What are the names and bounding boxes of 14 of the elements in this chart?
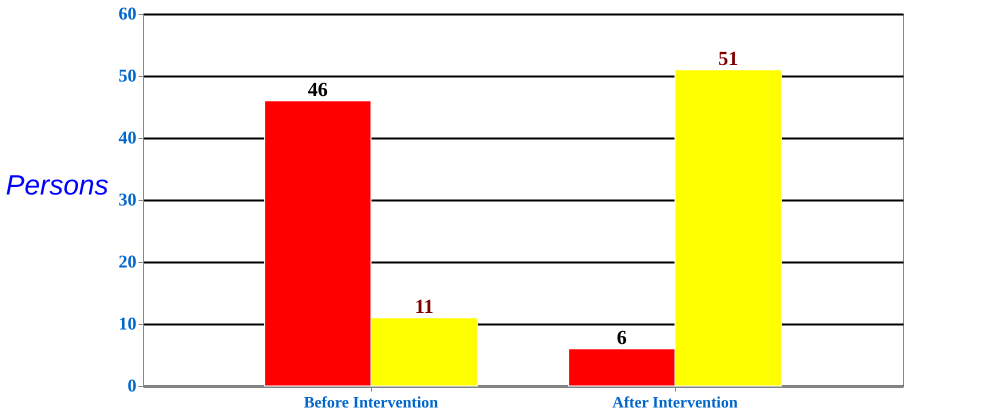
y-axis-title: Persons [6,170,108,200]
y-tick-label: 0 [128,376,136,396]
y-tick-label: 20 [118,252,136,272]
y-tick-label: 30 [118,190,136,210]
y-tick-label: 50 [118,66,136,86]
data-label: 51 [718,48,738,70]
x-tick-label: Before Intervention [304,394,438,412]
data-label: 6 [616,326,627,349]
y-tick-label: 40 [118,128,136,148]
y-tick-label: 10 [118,314,136,334]
x-tick-label: After Intervention [612,394,738,412]
y-tick-label: 60 [118,4,136,24]
data-label: 11 [414,296,434,318]
data-label: 46 [308,78,328,101]
